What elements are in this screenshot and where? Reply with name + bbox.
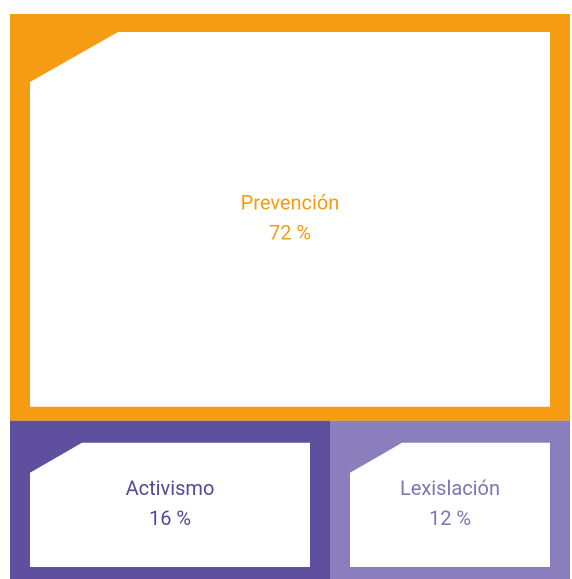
cell-label: Lexislación [400,476,500,500]
cell-panel [30,442,310,567]
cell-label: Prevención [241,191,340,215]
cell-value-label: 72 % [269,221,311,245]
cell-value-label: 16 % [149,506,191,530]
cell-panel [30,32,550,407]
cell-label: Activismo [126,476,215,500]
cell-value-label: 12 % [429,506,471,530]
cell-panel [350,442,550,567]
